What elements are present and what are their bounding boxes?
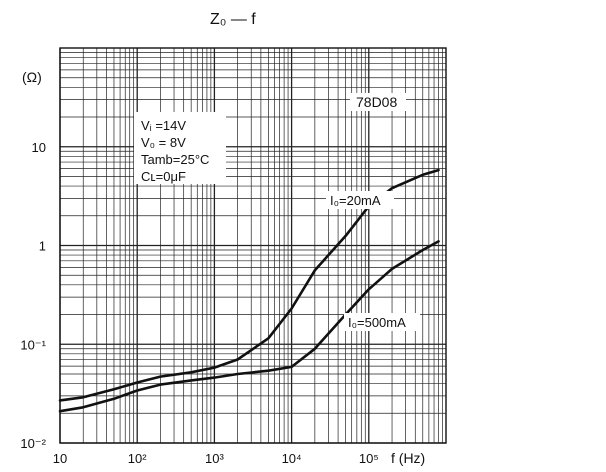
chart-title: Z₀ — f [210, 11, 256, 28]
series-label-500ma: I₀=500mA [348, 315, 406, 330]
x-tick-label: 10³ [205, 451, 224, 466]
condition-cl: Cʟ=0μF [141, 169, 186, 184]
plot-frame [59, 47, 447, 444]
condition-vi: Vᵢ =14V [141, 118, 186, 133]
y-tick-label: 1 [39, 239, 46, 254]
x-tick-label: 10 [53, 451, 67, 466]
conditions-block: Vᵢ =14V V₀ = 8V Tamb=25°C Cʟ=0μF [134, 112, 226, 184]
y-axis-label: (Ω) [22, 69, 42, 85]
y-tick-label: 10⁻² [20, 436, 46, 451]
y-tick-label: 10 [32, 140, 46, 155]
x-tick-label: 10⁴ [282, 451, 302, 466]
condition-vo: V₀ = 8V [141, 135, 186, 150]
x-axis-label: f (Hz) [391, 450, 425, 466]
series-label-20ma: I₀=20mA [330, 193, 381, 208]
x-tick-label: 10⁵ [359, 451, 379, 466]
x-tick-label: 10² [128, 451, 147, 466]
condition-tamb: Tamb=25°C [141, 152, 209, 167]
legend-label-500ma-block: I₀=500mA [344, 313, 420, 331]
y-tick-label: 10⁻¹ [20, 337, 46, 352]
device-label-block: 78D08 [350, 93, 406, 111]
series-line-2 [58, 240, 440, 413]
device-label: 78D08 [356, 94, 397, 110]
legend-label-20ma-block: I₀=20mA [326, 191, 394, 209]
tick-labels: 10 10² 10³ 10⁴ 10⁵ 10 1 10⁻¹ 10⁻² [20, 140, 378, 466]
